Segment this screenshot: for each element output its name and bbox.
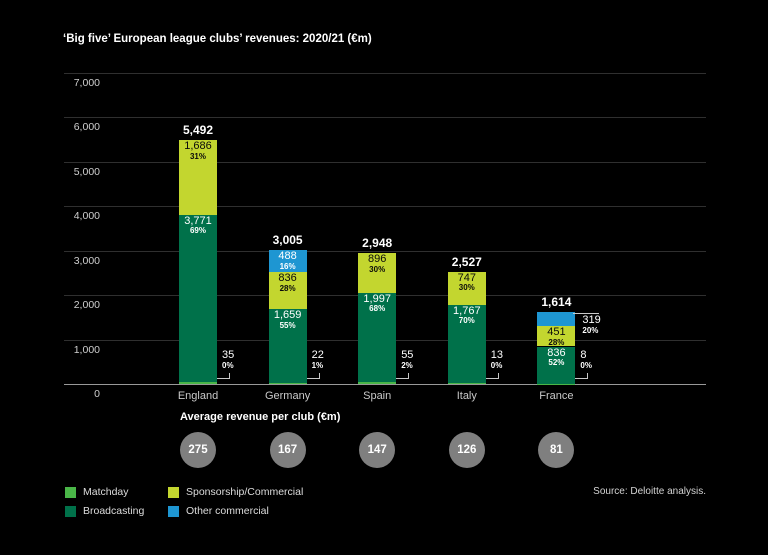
gridline — [64, 73, 706, 74]
gridline — [64, 117, 706, 119]
bar-spain-segment-broadcasting — [358, 292, 397, 382]
x-axis-category-label: Germany — [264, 390, 311, 402]
x-axis-category-label: England — [177, 390, 219, 402]
bar-germany-segment-sponsorship-commercial — [268, 272, 307, 310]
x-axis-category-label: Italy — [456, 390, 477, 402]
matchday-leader-line — [396, 373, 410, 379]
bar-england-segment-broadcasting — [179, 214, 217, 383]
segment-value-label: 896 30% — [368, 253, 387, 274]
segment-value-label: 1,767 70% — [453, 304, 481, 326]
bar-total-label: 2,527 — [451, 254, 482, 269]
x-axis-category-label: France — [539, 390, 574, 402]
segment-value-label: 836 28% — [278, 272, 297, 293]
bar-italy-segment-sponsorship-commercial — [447, 271, 486, 305]
matchday-value-label: 22 1% — [311, 349, 324, 370]
legend-swatch-other-commercial — [168, 506, 179, 517]
gridline — [64, 161, 706, 163]
bar-france-segment-broadcasting — [537, 346, 576, 384]
chart-title: ‘Big five’ European league clubs’ revenu… — [63, 33, 372, 45]
bar-france-segment-sponsorship-commercial — [537, 326, 576, 347]
legend-label-other-commercial: Other commercial — [186, 505, 269, 517]
bar-total-label: 5,492 — [182, 122, 214, 137]
bar-italy-segment-broadcasting — [447, 304, 486, 384]
source-note: Source: Deloitte analysis. — [593, 486, 706, 497]
bar-germany-segment-matchday — [268, 383, 307, 385]
matchday-leader-line — [485, 373, 499, 379]
y-axis-tick-label: 3,000 — [73, 254, 100, 267]
average-circle-italy: 126 — [448, 432, 485, 468]
matchday-value-label: 35 0% — [222, 349, 235, 370]
bar-france-segment-other-commercial — [537, 312, 576, 327]
x-axis-category-label: Spain — [363, 390, 392, 402]
segment-value-label: 836 52% — [547, 346, 566, 368]
bar-spain-segment-matchday — [358, 381, 397, 384]
bar-total-label: 1,614 — [541, 295, 572, 310]
x-axis-line — [64, 384, 706, 385]
average-revenue-label: Average revenue per club (€m) — [180, 411, 341, 423]
average-circle-spain: 147 — [359, 432, 396, 468]
bar-france-segment-matchday — [537, 383, 576, 385]
bar-italy-segment-matchday — [447, 383, 486, 385]
callout-leader-line — [573, 313, 600, 315]
legend-label-matchday: Matchday — [83, 486, 129, 498]
y-axis-tick-label: 7,000 — [73, 77, 100, 89]
bar-total-label: 2,948 — [362, 236, 393, 251]
average-circle-england: 275 — [180, 432, 216, 468]
legend-swatch-matchday — [65, 487, 76, 498]
y-axis-tick-label: 4,000 — [73, 210, 100, 223]
legend-swatch-sponsorship-commercial — [168, 487, 179, 498]
segment-value-label: 451 28% — [547, 326, 566, 347]
matchday-value-label: 55 2% — [401, 349, 414, 370]
matchday-leader-line — [217, 373, 230, 379]
legend-label-broadcasting: Broadcasting — [83, 505, 145, 517]
bar-germany-segment-broadcasting — [268, 309, 307, 384]
callout-value-label: 319 20% — [582, 314, 601, 335]
segment-value-label: 1,659 55% — [273, 309, 302, 330]
y-axis-tick-label: 0 — [94, 388, 100, 400]
segment-value-label: 1,686 31% — [184, 139, 212, 161]
y-axis-tick-label: 5,000 — [73, 165, 100, 178]
matchday-value-label: 8 0% — [580, 349, 592, 370]
matchday-leader-line — [306, 373, 320, 379]
gridline — [64, 250, 706, 252]
segment-value-label: 1,997 68% — [363, 292, 391, 314]
legend-label-sponsorship-commercial: Sponsorship/Commercial — [186, 486, 304, 498]
segment-value-label: 3,771 69% — [184, 214, 212, 236]
bar-germany-segment-other-commercial — [268, 250, 307, 273]
bar-england-segment-matchday — [179, 382, 217, 384]
average-circle-germany: 167 — [269, 432, 306, 468]
bar-spain-segment-sponsorship-commercial — [358, 253, 397, 293]
segment-value-label: 747 30% — [457, 271, 476, 293]
bar-england-segment-sponsorship-commercial — [179, 139, 217, 215]
y-axis-tick-label: 2,000 — [73, 299, 100, 312]
y-axis-tick-label: 1,000 — [73, 343, 100, 356]
matchday-value-label: 13 0% — [490, 349, 504, 370]
segment-value-label: 488 16% — [278, 250, 297, 272]
y-axis-tick-label: 6,000 — [73, 121, 100, 134]
matchday-leader-line — [575, 373, 589, 379]
average-circle-france: 81 — [538, 432, 575, 468]
legend-swatch-broadcasting — [65, 506, 76, 517]
bar-total-label: 3,005 — [272, 233, 303, 248]
gridline — [64, 206, 706, 208]
